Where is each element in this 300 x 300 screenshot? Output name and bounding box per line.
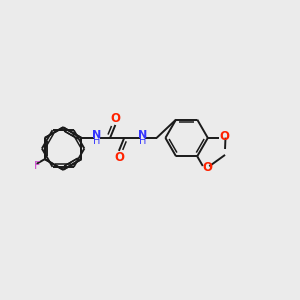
Text: N: N	[92, 130, 101, 140]
Text: H: H	[93, 136, 100, 146]
Text: F: F	[34, 161, 40, 171]
Text: O: O	[114, 151, 124, 164]
Text: H: H	[139, 136, 146, 146]
Text: O: O	[219, 130, 229, 143]
Text: N: N	[138, 130, 147, 140]
Text: O: O	[203, 161, 213, 174]
Text: O: O	[110, 112, 120, 125]
